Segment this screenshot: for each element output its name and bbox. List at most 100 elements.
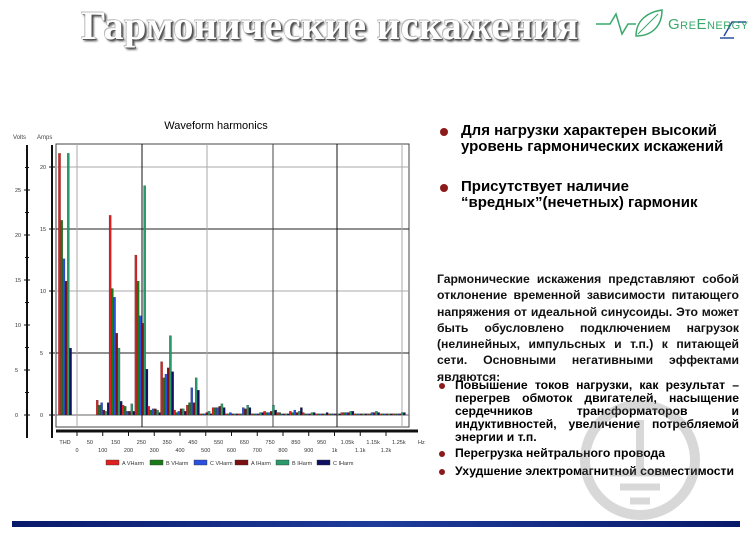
bar-a-iharm <box>321 413 324 416</box>
bar-c-iharm <box>171 371 174 416</box>
bar-b-iharm <box>67 153 70 416</box>
bar-c-vharm <box>190 387 193 416</box>
bar-c-vharm <box>216 407 219 416</box>
x-tick-label: 550 <box>214 440 223 446</box>
bar-c-vharm <box>319 413 322 416</box>
slide-title: Гармонические искажения <box>81 3 579 48</box>
bar-b-iharm <box>130 403 133 416</box>
effect-text: Перегрузка нейтрального провода <box>455 446 666 460</box>
x-tick-label: 850 <box>291 440 300 446</box>
leaf-pulse-icon <box>596 9 746 39</box>
bar-b-iharm <box>182 408 185 416</box>
bar-a-iharm <box>102 409 106 416</box>
amps-tick-label: 10 <box>40 289 46 295</box>
bullet-dot <box>439 469 445 475</box>
bar-b-iharm <box>117 347 121 416</box>
volts-tick-label: 5 <box>15 368 18 374</box>
bar-c-vharm <box>254 413 258 416</box>
x-tick-label: THD <box>59 440 70 446</box>
amps-tick-label: 15 <box>40 227 46 233</box>
x-tick-label: 50 <box>87 440 93 446</box>
bar-b-vharm <box>252 413 256 416</box>
bar-a-vharm <box>108 215 112 416</box>
bar-a-iharm <box>154 408 157 416</box>
bar-b-iharm <box>336 413 340 416</box>
legend-swatch <box>193 459 208 466</box>
bar-a-iharm <box>179 408 183 416</box>
bar-b-vharm <box>265 412 269 416</box>
bar-a-vharm <box>186 404 189 416</box>
amps-tick-label: 5 <box>40 351 43 357</box>
bar-c-vharm <box>357 413 361 416</box>
bar-b-iharm <box>400 412 404 416</box>
legend-label: A IHarm <box>251 461 271 467</box>
bar-c-vharm <box>396 413 399 416</box>
bar-a-iharm <box>115 333 118 416</box>
effect-item: Перегрузка нейтрального провода <box>437 447 739 460</box>
bar-a-iharm <box>64 280 68 416</box>
legend-swatch <box>149 459 164 466</box>
bar-c-vharm <box>139 315 142 416</box>
bar-b-vharm <box>330 413 333 416</box>
bar-b-iharm <box>246 404 249 416</box>
bar-b-iharm <box>220 403 224 416</box>
legend-swatch <box>275 459 290 466</box>
x-tick-label: 400 <box>175 448 184 454</box>
bar-c-vharm <box>229 412 232 416</box>
bar-b-iharm <box>310 412 314 416</box>
x-tick-label: 100 <box>98 448 107 454</box>
bar-b-vharm <box>355 413 359 416</box>
bar-a-iharm <box>218 406 221 416</box>
legend-label: C IHarm <box>333 461 354 467</box>
bar-a-iharm <box>244 408 247 416</box>
x-tick-label: 0 <box>75 448 78 454</box>
bar-a-iharm <box>270 411 273 416</box>
bar-b-iharm <box>233 413 236 416</box>
bar-b-iharm <box>169 335 172 416</box>
bar-b-vharm <box>188 402 191 416</box>
bar-a-iharm <box>295 412 299 416</box>
bar-b-vharm <box>394 413 397 416</box>
amps-axis-label: Amps <box>37 135 52 141</box>
bar-b-iharm <box>207 411 211 416</box>
legend-swatch <box>234 459 249 466</box>
bar-c-iharm <box>248 407 252 416</box>
bar-b-iharm <box>156 409 159 416</box>
bar-b-iharm <box>349 411 352 416</box>
bar-b-vharm <box>278 412 281 416</box>
bar-a-vharm <box>340 412 344 416</box>
description-paragraph: Гармонические искажения представляют соб… <box>437 272 739 384</box>
bar-c-vharm <box>151 408 155 416</box>
bar-b-vharm <box>227 413 230 416</box>
bar-c-vharm <box>100 402 103 416</box>
bar-c-vharm <box>177 411 181 416</box>
bullet-dot <box>440 184 448 192</box>
bar-a-vharm <box>263 411 266 416</box>
bar-c-iharm <box>197 390 200 416</box>
bar-a-iharm <box>360 413 363 416</box>
x-tick-label: 950 <box>317 440 326 446</box>
bar-a-vharm <box>366 413 369 416</box>
bullet-high-harmonics: Для нагрузки характерен высокий уровень … <box>437 123 737 155</box>
x-tick-label: 650 <box>240 440 249 446</box>
bar-c-vharm <box>113 297 116 416</box>
bar-a-vharm <box>353 413 356 416</box>
x-tick-label: 450 <box>188 440 197 446</box>
bar-a-vharm <box>276 412 279 416</box>
x-tick-label: 350 <box>163 440 172 446</box>
bar-b-vharm <box>342 412 346 416</box>
x-tick-label: 1.1k <box>355 448 366 454</box>
legend-label: C VHarm <box>210 461 233 467</box>
x-tick-label: 1.2k <box>381 448 392 454</box>
bar-c-vharm <box>293 409 296 416</box>
bar-a-iharm <box>398 413 402 416</box>
bar-c-vharm <box>267 412 271 416</box>
x-tick-label: 700 <box>253 448 262 454</box>
bar-a-vharm <box>211 407 215 416</box>
bar-b-iharm <box>285 413 288 416</box>
bar-a-vharm <box>224 413 228 416</box>
protection-watermark <box>580 400 700 520</box>
bar-a-iharm <box>231 413 234 416</box>
bar-a-iharm <box>334 413 337 416</box>
bar-a-iharm <box>308 413 312 416</box>
